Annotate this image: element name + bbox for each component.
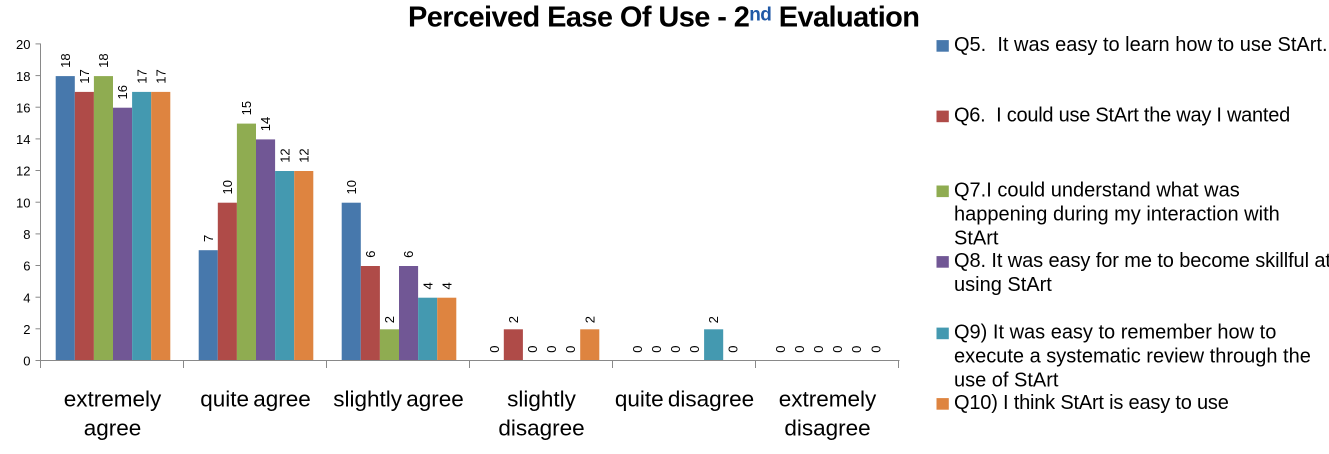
svg-text:0: 0 xyxy=(811,346,826,353)
svg-text:17: 17 xyxy=(153,69,168,83)
svg-text:disagree: disagree xyxy=(498,415,584,440)
svg-text:disagree: disagree xyxy=(784,415,870,440)
svg-text:Q8. It was easy for me to beco: Q8. It was easy for me to become skillfu… xyxy=(954,250,1329,272)
svg-text:execute a systematic review th: execute a systematic review through the xyxy=(954,346,1311,368)
svg-text:2: 2 xyxy=(506,316,521,323)
svg-text:0: 0 xyxy=(487,346,502,353)
svg-text:17: 17 xyxy=(134,69,149,83)
svg-text:0: 0 xyxy=(725,346,740,353)
svg-text:Q9) It was easy to remember ho: Q9) It was easy to remember how to xyxy=(954,322,1276,344)
svg-text:slightly: slightly xyxy=(507,387,577,412)
svg-text:12: 12 xyxy=(296,148,311,162)
svg-text:14: 14 xyxy=(16,132,30,147)
svg-text:18: 18 xyxy=(16,69,30,84)
svg-text:4: 4 xyxy=(420,282,435,289)
svg-text:Q6. I could use StArt the way: Q6. I could use StArt the way I wanted xyxy=(954,105,1290,127)
svg-text:0: 0 xyxy=(792,346,807,353)
svg-text:15: 15 xyxy=(239,101,254,115)
svg-text:18: 18 xyxy=(58,53,73,67)
svg-text:0: 0 xyxy=(544,346,559,353)
svg-text:agree: agree xyxy=(84,415,142,440)
svg-text:16: 16 xyxy=(115,85,130,99)
svg-text:StArt: StArt xyxy=(954,227,999,249)
svg-text:0: 0 xyxy=(563,346,578,353)
svg-text:0: 0 xyxy=(668,346,683,353)
svg-text:2: 2 xyxy=(582,316,597,323)
svg-text:6: 6 xyxy=(401,251,416,258)
svg-text:10: 10 xyxy=(16,195,30,210)
svg-text:2: 2 xyxy=(23,322,30,337)
svg-text:0: 0 xyxy=(23,354,30,369)
svg-text:0: 0 xyxy=(773,346,788,353)
svg-text:Q5. It was easy to learn how: Q5. It was easy to learn how to use StAr… xyxy=(954,34,1328,56)
svg-text:use of StArt: use of StArt xyxy=(954,370,1059,392)
svg-text:Q7.I could understand what was: Q7.I could understand what was xyxy=(954,179,1240,201)
svg-text:16: 16 xyxy=(16,100,30,115)
svg-text:slightly agree: slightly agree xyxy=(333,387,464,412)
svg-text:12: 12 xyxy=(16,164,30,179)
svg-text:extremely: extremely xyxy=(64,387,162,412)
svg-text:18: 18 xyxy=(96,53,111,67)
svg-text:0: 0 xyxy=(830,346,845,353)
svg-text:7: 7 xyxy=(201,235,216,242)
svg-text:0: 0 xyxy=(849,346,864,353)
svg-text:10: 10 xyxy=(344,180,359,194)
svg-text:0: 0 xyxy=(687,346,702,353)
svg-text:extremely: extremely xyxy=(779,387,877,412)
svg-text:4: 4 xyxy=(439,282,454,289)
svg-text:happening during my interactio: happening during my interaction with xyxy=(954,203,1280,225)
svg-text:17: 17 xyxy=(77,69,92,83)
svg-text:0: 0 xyxy=(868,346,883,353)
svg-text:0: 0 xyxy=(525,346,540,353)
svg-text:6: 6 xyxy=(363,251,378,258)
svg-text:6: 6 xyxy=(23,259,30,274)
svg-text:2: 2 xyxy=(382,316,397,323)
svg-text:10: 10 xyxy=(220,180,235,194)
svg-text:Perceived Ease Of Use - 2nd Ev: Perceived Ease Of Use - 2nd Evaluation xyxy=(408,2,919,34)
svg-text:12: 12 xyxy=(277,148,292,162)
svg-text:0: 0 xyxy=(630,346,645,353)
svg-text:14: 14 xyxy=(258,117,273,131)
svg-text:0: 0 xyxy=(649,346,664,353)
svg-text:4: 4 xyxy=(23,290,30,305)
svg-text:20: 20 xyxy=(16,37,30,52)
svg-text:2: 2 xyxy=(706,316,721,323)
svg-text:quite disagree: quite disagree xyxy=(615,387,754,412)
svg-text:8: 8 xyxy=(23,227,30,242)
svg-text:Q10) I think StArt is easy to: Q10) I think StArt is easy to use xyxy=(954,392,1229,414)
svg-text:using StArt: using StArt xyxy=(954,274,1052,296)
svg-text:quite agree: quite agree xyxy=(200,387,311,412)
